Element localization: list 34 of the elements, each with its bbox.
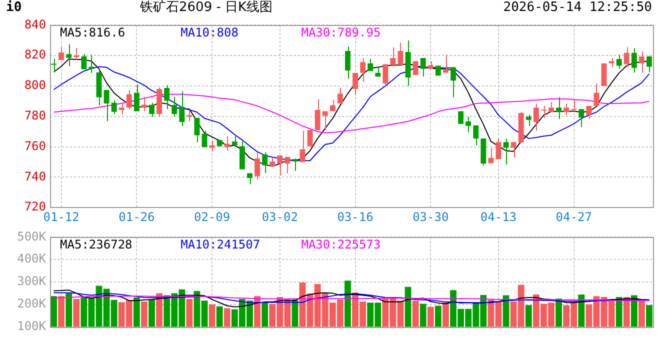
text: MA30:789.95 xyxy=(301,25,381,40)
y-tick-label: 780 xyxy=(24,108,46,123)
y-tick-label: 100K xyxy=(17,318,47,333)
y-tick-label: 200K xyxy=(17,296,47,311)
text: MA10:241507 xyxy=(180,237,260,252)
text: 2026-05-14 12:25:50 xyxy=(503,0,652,16)
candlestick xyxy=(608,58,614,68)
x-tick-label: 01-12 xyxy=(43,210,80,224)
x-tick-label: 02-09 xyxy=(194,210,230,224)
y-tick-label: 820 xyxy=(24,48,46,62)
x-tick-label: 04-27 xyxy=(556,210,592,224)
x-tick-label: 03-30 xyxy=(412,210,449,224)
y-tick-label: 300K xyxy=(17,274,47,288)
y-tick-label: 740 xyxy=(24,169,46,184)
candlestick xyxy=(428,60,434,70)
text: MA30:225573 xyxy=(301,237,381,252)
x-tick-label: 04-13 xyxy=(480,210,517,224)
text: MA5:236728 xyxy=(60,237,132,252)
y-tick-label: 400K xyxy=(17,252,47,266)
text: MA10:808 xyxy=(180,25,238,40)
candlestick xyxy=(88,54,94,74)
text: i0 xyxy=(6,0,22,16)
y-tick-label: 500K xyxy=(17,229,47,244)
x-tick-label: 03-16 xyxy=(337,210,374,224)
y-tick-label: 800 xyxy=(24,78,46,92)
x-tick-label: 01-26 xyxy=(118,210,155,224)
candlestick xyxy=(322,110,328,131)
chart-title: 铁矿石2609 - 日K线图 xyxy=(140,0,273,16)
series-label: MA5:816.6 xyxy=(60,25,126,40)
candlestick xyxy=(526,114,532,126)
y-tick-label: 720 xyxy=(24,200,46,214)
y-tick-label: 760 xyxy=(24,138,46,153)
y-tick-label: 840 xyxy=(24,17,46,32)
x-tick-label: 03-02 xyxy=(262,210,298,224)
